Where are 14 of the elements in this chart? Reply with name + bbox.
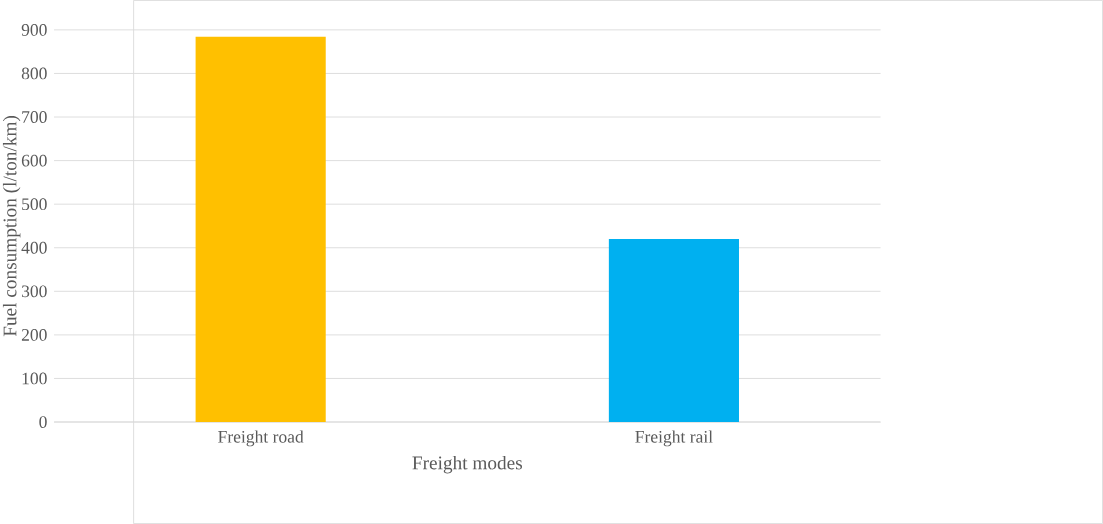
y-tick-label: 0 (39, 416, 47, 428)
y-tick-label: 700 (22, 111, 47, 123)
y-axis-title: Fuel consumption (l/ton/km) (2, 115, 21, 337)
y-tick-label: 400 (21, 241, 47, 254)
x-tick-label: Freight rail (635, 430, 713, 447)
y-tick-label: 800 (21, 67, 47, 80)
y-tick-label: 900 (21, 23, 47, 36)
y-tick-label: 600 (21, 154, 47, 167)
y-tick-label: 300 (21, 285, 47, 298)
x-tick-label: Freight road (218, 430, 304, 447)
y-tick-label: 100 (22, 372, 47, 385)
y-tick-label: 200 (21, 328, 47, 341)
x-axis-title: Freight modes (412, 455, 523, 474)
y-tick-label: 500 (22, 198, 47, 211)
